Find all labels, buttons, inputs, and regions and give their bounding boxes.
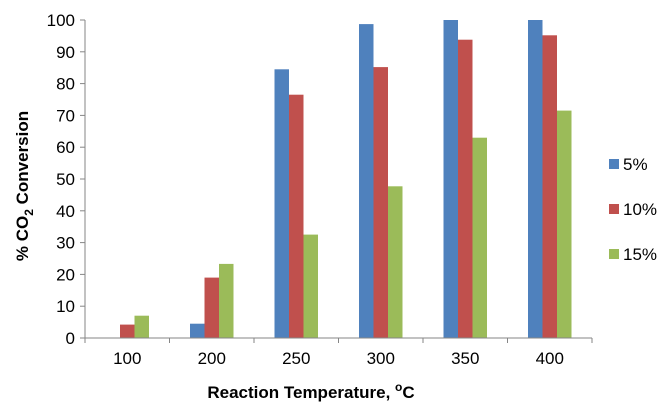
bar-10pct-300	[373, 67, 388, 338]
x-axis-title: Reaction Temperature, oC	[207, 380, 414, 402]
bar-10pct-350	[458, 39, 473, 338]
bar-10pct-400	[542, 35, 557, 339]
bar-5pct-250	[274, 69, 289, 339]
y-tick-label: 20	[56, 265, 75, 284]
legend-swatch-15pct	[609, 249, 619, 259]
legend: 5% 10% 15%	[609, 155, 657, 264]
bar-15pct-400	[557, 110, 572, 338]
y-tick-labels: 0 10 20 30 40 50 60 70 80 90 100	[47, 11, 75, 348]
legend-label-10pct: 10%	[623, 200, 657, 219]
bar-10pct-200	[204, 277, 219, 338]
legend-label-5pct: 5%	[623, 155, 648, 174]
bar-10pct-250	[289, 94, 304, 338]
y-tick-label: 60	[56, 138, 75, 157]
bars-layer	[120, 20, 572, 339]
x-tick-label: 250	[282, 349, 310, 368]
bar-15pct-100	[134, 315, 149, 338]
bar-5pct-200	[190, 323, 205, 338]
y-tick-label: 30	[56, 234, 75, 253]
bar-15pct-300	[388, 186, 403, 338]
y-tick-label: 90	[56, 43, 75, 62]
y-tick-label: 50	[56, 170, 75, 189]
bar-5pct-350	[443, 20, 458, 338]
bar-5pct-400	[528, 20, 543, 338]
axes-layer	[80, 19, 593, 343]
bar-15pct-350	[472, 137, 487, 338]
x-tick-label: 350	[451, 349, 479, 368]
x-tick-label: 400	[536, 349, 564, 368]
legend-swatch-10pct	[609, 204, 619, 214]
x-tick-label: 300	[367, 349, 395, 368]
y-tick-label: 100	[47, 11, 75, 30]
y-tick-label: 70	[56, 106, 75, 125]
bar-15pct-250	[303, 234, 318, 338]
legend-label-15pct: 15%	[623, 245, 657, 264]
bar-5pct-300	[359, 24, 374, 338]
y-tick-label: 80	[56, 75, 75, 94]
x-tick-labels: 100 200 250 300 350 400	[113, 349, 564, 368]
bar-15pct-200	[219, 263, 234, 338]
y-axis-title: % CO2 Conversion	[13, 111, 36, 261]
y-tick-label: 10	[56, 297, 75, 316]
x-tick-label: 200	[198, 349, 226, 368]
y-tick-label: 0	[66, 329, 75, 348]
x-tick-label: 100	[113, 349, 141, 368]
bar-10pct-100	[120, 324, 135, 338]
legend-swatch-5pct	[609, 159, 619, 169]
y-tick-label: 40	[56, 202, 75, 221]
